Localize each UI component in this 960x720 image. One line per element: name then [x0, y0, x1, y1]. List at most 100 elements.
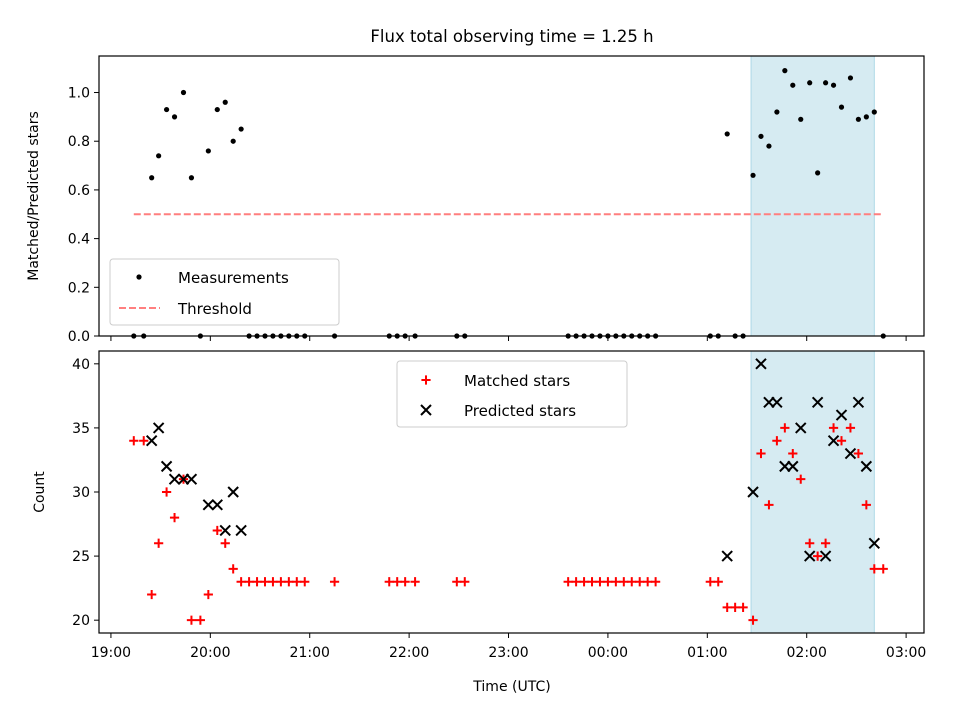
predicted-point	[211, 499, 223, 511]
predicted-point	[852, 396, 865, 408]
x-tick-label: 22:00	[389, 645, 429, 661]
legend-measurement-marker	[136, 274, 142, 280]
matched-point	[853, 448, 863, 459]
measurement-point	[815, 170, 821, 176]
matched-point	[813, 551, 823, 561]
x-tick-label: 03:00	[886, 645, 926, 661]
measurement-point	[171, 114, 178, 120]
matched-point	[730, 602, 740, 612]
matched-point	[643, 577, 653, 587]
matched-point	[619, 577, 629, 587]
legend-label: Matched stars	[464, 372, 570, 390]
x-tick-label: 00:00	[588, 645, 628, 661]
predicted-point	[771, 396, 783, 408]
matched-point	[738, 602, 748, 612]
matched-point	[705, 577, 715, 587]
measurement-point	[238, 126, 244, 132]
predicted-point	[202, 499, 215, 511]
predicted-point	[787, 460, 799, 473]
legend: Matched stars Predicted stars	[396, 360, 628, 428]
predicted-point	[819, 550, 832, 562]
legend-matched-marker	[421, 375, 431, 385]
matched-point	[203, 589, 213, 600]
measurement-point	[188, 175, 195, 181]
predicted-point	[185, 473, 198, 485]
predicted-point	[827, 435, 840, 447]
legend-box	[396, 360, 628, 428]
bottom-panel: 19:00 20:00 21:00 22:00 23:00 00:00 01:00 02:00…	[72, 350, 926, 661]
x-tick-label: 01:00	[687, 645, 727, 661]
measurement-point	[163, 106, 170, 113]
matched-point	[268, 577, 278, 587]
measurement-point	[847, 75, 854, 81]
x-tick-label: 02:00	[787, 645, 827, 661]
matched-point	[587, 577, 597, 587]
measurement-point	[855, 116, 861, 122]
series-predicted-stars	[145, 358, 881, 562]
x-tick-label: 19:00	[91, 645, 131, 661]
matched-point	[772, 436, 782, 446]
measurement-point	[214, 106, 220, 113]
predicted-point	[811, 396, 824, 408]
matched-point	[186, 615, 197, 625]
highlight-span	[750, 55, 875, 337]
matched-point	[169, 513, 180, 523]
matched-point	[147, 589, 157, 600]
matched-point	[603, 577, 613, 587]
matched-point	[611, 577, 621, 587]
predicted-point	[721, 550, 733, 562]
predicted-point	[835, 409, 848, 421]
matched-point	[878, 564, 888, 574]
y-tick-label: 30	[72, 485, 90, 501]
matched-point	[722, 602, 732, 612]
matched-point	[571, 577, 581, 587]
predicted-point	[235, 524, 247, 537]
matched-point	[252, 577, 262, 587]
matched-point	[154, 538, 164, 548]
matched-point	[276, 577, 286, 587]
matched-point	[713, 577, 723, 587]
matched-point	[284, 577, 294, 587]
highlight-span	[750, 350, 875, 634]
matched-point	[595, 577, 605, 587]
matched-point	[796, 474, 806, 484]
measurement-point	[774, 109, 780, 115]
measurement-point	[222, 99, 228, 105]
matched-point	[260, 577, 270, 587]
predicted-point	[219, 524, 231, 537]
matched-point	[627, 577, 637, 587]
matched-point	[780, 423, 790, 433]
matched-point	[161, 487, 172, 497]
measurement-point	[230, 138, 236, 144]
legend-label: Threshold	[177, 300, 252, 318]
predicted-point	[868, 537, 881, 549]
measurement-point	[782, 68, 788, 74]
y-tick-label: 1.0	[68, 86, 90, 102]
y-tick-label: 0.6	[68, 183, 90, 199]
matched-point	[139, 436, 149, 446]
series-matched-stars	[129, 423, 888, 625]
measurement-point	[838, 104, 845, 110]
matched-point	[836, 436, 847, 446]
matched-point	[452, 577, 462, 587]
x-tick-label: 20:00	[190, 645, 230, 661]
legend-label: Predicted stars	[464, 402, 576, 420]
y-tick-label: 0.8	[68, 134, 90, 150]
matched-point	[563, 577, 573, 587]
x-tick-label: 21:00	[290, 645, 330, 661]
y-tick-label: 35	[72, 421, 90, 437]
matched-point	[220, 538, 230, 548]
matched-point	[392, 577, 402, 587]
top-y-axis-label: Matched/Predicted stars	[26, 111, 42, 281]
matched-point	[845, 423, 856, 433]
measurement-point	[798, 116, 804, 122]
measurement-point	[724, 131, 730, 137]
matched-point	[861, 500, 871, 510]
measurement-point	[830, 82, 837, 88]
matched-point	[764, 500, 774, 510]
measurement-point	[149, 175, 155, 181]
predicted-point	[152, 422, 165, 434]
matched-point	[329, 577, 340, 587]
matched-point	[195, 615, 205, 625]
